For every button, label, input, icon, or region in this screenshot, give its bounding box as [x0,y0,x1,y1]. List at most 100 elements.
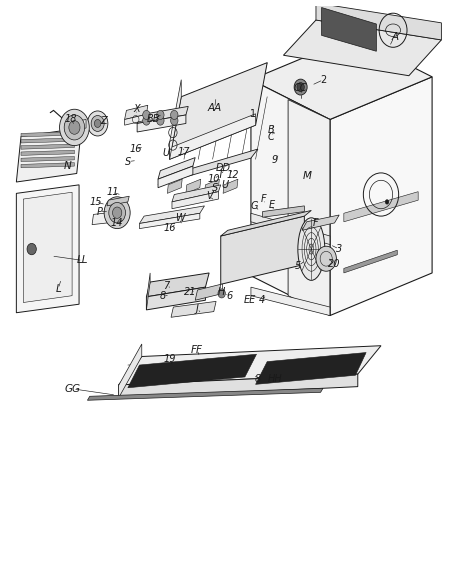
Circle shape [297,82,304,92]
Polygon shape [330,77,432,316]
Text: X: X [134,104,140,114]
Text: 17: 17 [177,147,190,157]
Polygon shape [92,211,129,224]
Polygon shape [128,354,256,388]
Polygon shape [21,144,74,149]
Text: FF: FF [191,345,203,355]
Polygon shape [344,191,418,222]
Text: 2: 2 [320,75,327,85]
Text: P: P [97,206,102,216]
Text: M: M [303,171,312,182]
Polygon shape [21,138,74,143]
Text: 16: 16 [164,223,176,233]
Circle shape [69,121,80,134]
Polygon shape [263,206,304,218]
Polygon shape [344,250,397,273]
Text: V: V [206,191,212,201]
Polygon shape [223,179,238,193]
Polygon shape [139,206,204,223]
Circle shape [94,119,101,128]
Polygon shape [170,63,267,160]
Polygon shape [137,106,188,124]
Text: L: L [55,284,61,294]
Circle shape [109,202,126,223]
Polygon shape [21,150,74,155]
Text: C: C [268,132,275,142]
Polygon shape [21,157,74,162]
Text: F: F [261,194,267,204]
Polygon shape [283,20,441,76]
Polygon shape [255,353,366,385]
Polygon shape [171,302,216,317]
Text: CC: CC [293,83,307,93]
Polygon shape [172,185,221,202]
Polygon shape [316,3,441,40]
Polygon shape [118,344,142,398]
Text: 5: 5 [295,260,301,270]
Text: E: E [269,200,275,210]
Polygon shape [16,128,82,182]
Text: H: H [218,287,225,298]
Polygon shape [146,273,150,310]
Polygon shape [302,215,339,230]
Text: N: N [64,161,71,171]
Text: 9: 9 [272,155,278,165]
Polygon shape [139,213,200,229]
Ellipse shape [298,218,325,280]
Circle shape [143,110,150,119]
Polygon shape [204,179,219,193]
Polygon shape [172,191,219,209]
Circle shape [156,110,164,119]
Polygon shape [186,179,201,193]
Polygon shape [158,158,195,179]
Polygon shape [21,162,74,168]
Circle shape [60,109,89,146]
Text: 7: 7 [163,281,170,291]
Polygon shape [167,179,182,193]
Text: G: G [251,201,258,211]
Text: U: U [163,148,170,158]
Text: 3: 3 [336,244,342,254]
Polygon shape [21,132,74,137]
Text: Z: Z [100,116,107,126]
Text: 15: 15 [90,197,102,207]
Polygon shape [146,287,205,310]
Circle shape [91,115,104,132]
Circle shape [87,111,108,136]
Polygon shape [146,273,209,297]
Text: 18: 18 [65,114,77,125]
Polygon shape [23,192,72,303]
Circle shape [27,244,36,255]
Polygon shape [321,8,376,51]
Text: 16: 16 [129,144,142,154]
Circle shape [294,79,307,95]
Polygon shape [170,114,255,160]
Text: B: B [268,125,275,135]
Polygon shape [158,166,193,188]
Text: 1: 1 [250,109,256,119]
Text: S: S [211,183,218,193]
Text: J: J [196,304,199,314]
Circle shape [104,197,130,229]
Polygon shape [125,114,146,125]
Circle shape [156,116,164,125]
Polygon shape [118,346,381,385]
Polygon shape [195,284,221,300]
Polygon shape [137,115,186,132]
Text: F: F [313,218,319,228]
Text: 14: 14 [111,218,123,228]
Circle shape [143,116,150,125]
Text: HH: HH [268,374,283,384]
Text: 21: 21 [184,287,197,297]
Text: U: U [221,180,228,190]
Polygon shape [16,185,79,313]
Circle shape [316,246,337,271]
Text: 6: 6 [227,291,233,300]
Polygon shape [170,79,181,160]
Text: GG: GG [65,384,81,394]
Circle shape [112,207,122,219]
Circle shape [171,110,178,119]
Circle shape [171,116,178,125]
Text: A: A [392,32,399,42]
Text: 20: 20 [328,259,341,270]
